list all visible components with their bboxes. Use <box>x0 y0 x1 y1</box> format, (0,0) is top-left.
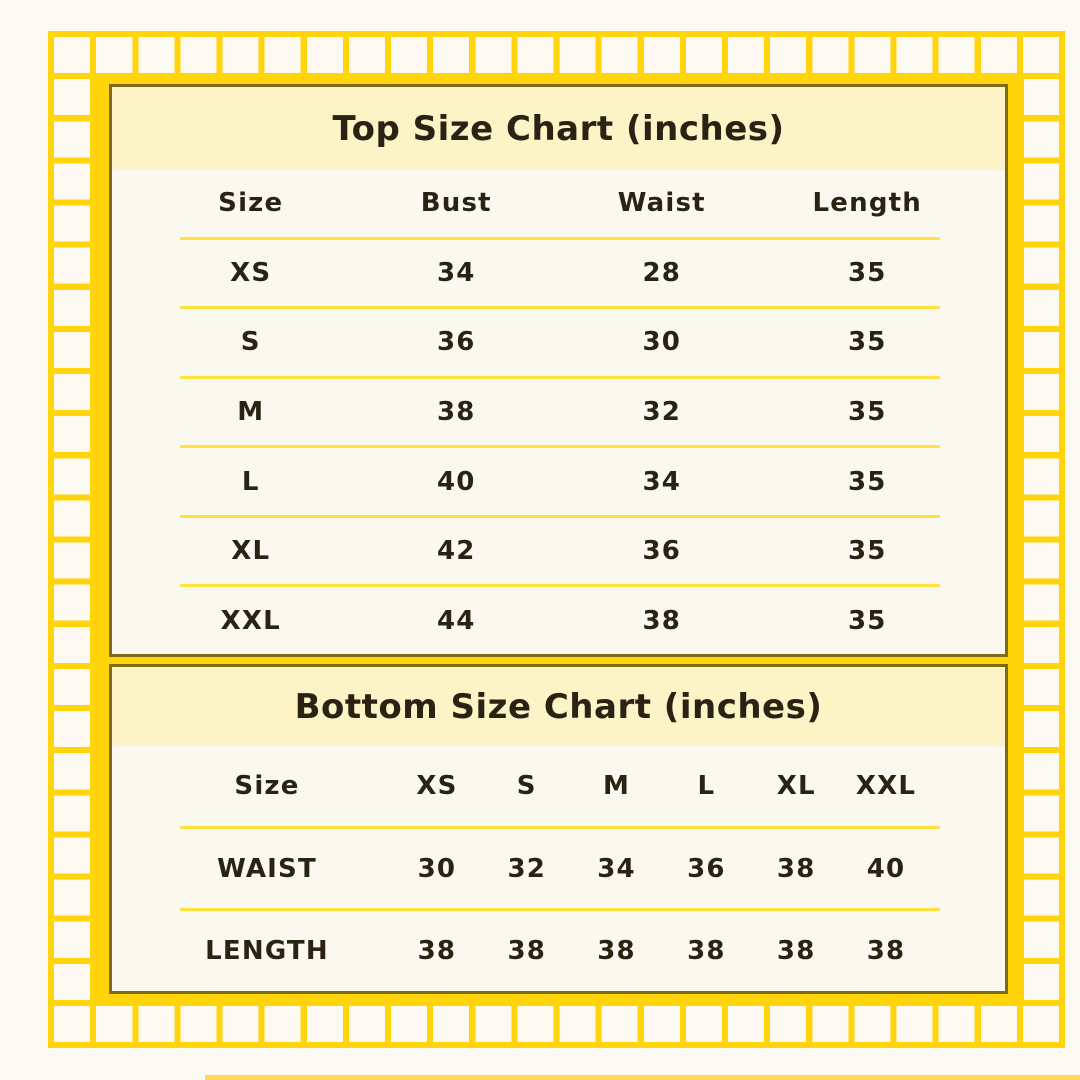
table-row: LENGTH 38 38 38 38 38 38 <box>112 911 1005 991</box>
row-divider <box>180 375 940 379</box>
table-cell: 42 <box>436 536 476 567</box>
bottom-chart-title: Bottom Size Chart (inches) <box>294 686 823 727</box>
top-chart-title-band: Top Size Chart (inches) <box>112 87 1005 170</box>
table-cell: XL <box>231 536 271 567</box>
table-cell: 40 <box>866 853 906 884</box>
column-header: Bust <box>420 188 492 219</box>
table-cell: 34 <box>436 257 476 288</box>
table-cell: 38 <box>687 936 726 967</box>
table-cell: 40 <box>436 466 476 497</box>
table-row: XS 34 28 35 <box>112 240 1005 307</box>
table-cell: 35 <box>847 466 887 497</box>
table-cell: XS <box>230 257 272 288</box>
table-cell: 38 <box>776 936 816 967</box>
table-cell: 38 <box>436 397 476 428</box>
yellow-mat-panel: Top Size Chart (inches) Size Bust Waist Len… <box>90 73 1024 1006</box>
table-cell: XXL <box>220 605 281 636</box>
table-cell: 38 <box>507 936 547 967</box>
table-cell: 38 <box>866 936 906 967</box>
table-cell: 34 <box>642 466 682 497</box>
table-row: S 36 30 35 <box>112 309 1005 376</box>
table-cell: S <box>240 327 261 358</box>
table-cell: 36 <box>642 536 682 567</box>
table-row: WAIST 30 32 34 36 38 40 <box>112 829 1005 909</box>
table-row: XL 42 36 35 <box>112 518 1005 585</box>
column-header: XS <box>416 770 458 801</box>
table-row: XXL 44 38 35 <box>112 587 1005 654</box>
table-cell: 35 <box>847 327 887 358</box>
table-cell: LENGTH <box>205 936 329 967</box>
column-header: XXL <box>855 770 917 801</box>
table-cell: 38 <box>642 605 682 636</box>
column-header: XL <box>776 770 816 801</box>
row-divider <box>180 306 940 310</box>
table-cell: 36 <box>687 853 726 884</box>
column-header: Waist <box>617 188 706 219</box>
table-cell: 30 <box>417 853 457 884</box>
top-chart-title: Top Size Chart (inches) <box>332 108 785 149</box>
table-row: L 40 34 35 <box>112 448 1005 515</box>
row-divider <box>180 584 940 588</box>
table-cell: 28 <box>642 257 682 288</box>
column-header: S <box>516 770 537 801</box>
bottom-size-table: Size XS S M L XL XXL WAIST 30 32 34 36 38 40 LENGTH 38 3… <box>112 746 1005 991</box>
row-divider <box>180 445 940 449</box>
table-cell: 38 <box>597 936 636 967</box>
row-divider <box>180 514 940 518</box>
row-divider <box>180 908 940 912</box>
table-cell: 36 <box>436 327 476 358</box>
top-size-chart-card: Top Size Chart (inches) Size Bust Waist Len… <box>109 84 1008 657</box>
column-header: M <box>603 770 631 801</box>
table-cell: WAIST <box>217 853 317 884</box>
column-header: Length <box>812 188 922 219</box>
column-header: Size <box>218 188 284 219</box>
table-cell: 34 <box>597 853 636 884</box>
row-divider <box>180 825 940 829</box>
column-header: Size <box>234 770 300 801</box>
table-cell: 35 <box>847 605 887 636</box>
bottom-size-chart-card: Bottom Size Chart (inches) Size XS S M L XL XX… <box>109 664 1008 994</box>
bottom-chart-title-band: Bottom Size Chart (inches) <box>112 667 1005 746</box>
table-row: M 38 32 35 <box>112 379 1005 446</box>
table-cell: 44 <box>436 605 476 636</box>
table-cell: 30 <box>642 327 682 358</box>
top-size-table: Size Bust Waist Length XS 34 28 35 S 36 30 35 M 38 32 3… <box>112 170 1005 654</box>
table-cell: 35 <box>847 397 887 428</box>
table-cell: 32 <box>642 397 682 428</box>
table-cell: L <box>241 466 260 497</box>
table-cell: 35 <box>847 257 887 288</box>
header-row: Size Bust Waist Length <box>112 170 1005 237</box>
table-cell: 38 <box>417 936 457 967</box>
row-divider <box>180 236 940 240</box>
header-row: Size XS S M L XL XXL <box>112 746 1005 826</box>
column-header: L <box>697 770 716 801</box>
table-cell: M <box>237 397 265 428</box>
table-cell: 38 <box>776 853 816 884</box>
table-cell: 32 <box>507 853 547 884</box>
next-section-cropped-edge <box>205 1075 1080 1080</box>
table-cell: 35 <box>847 536 887 567</box>
